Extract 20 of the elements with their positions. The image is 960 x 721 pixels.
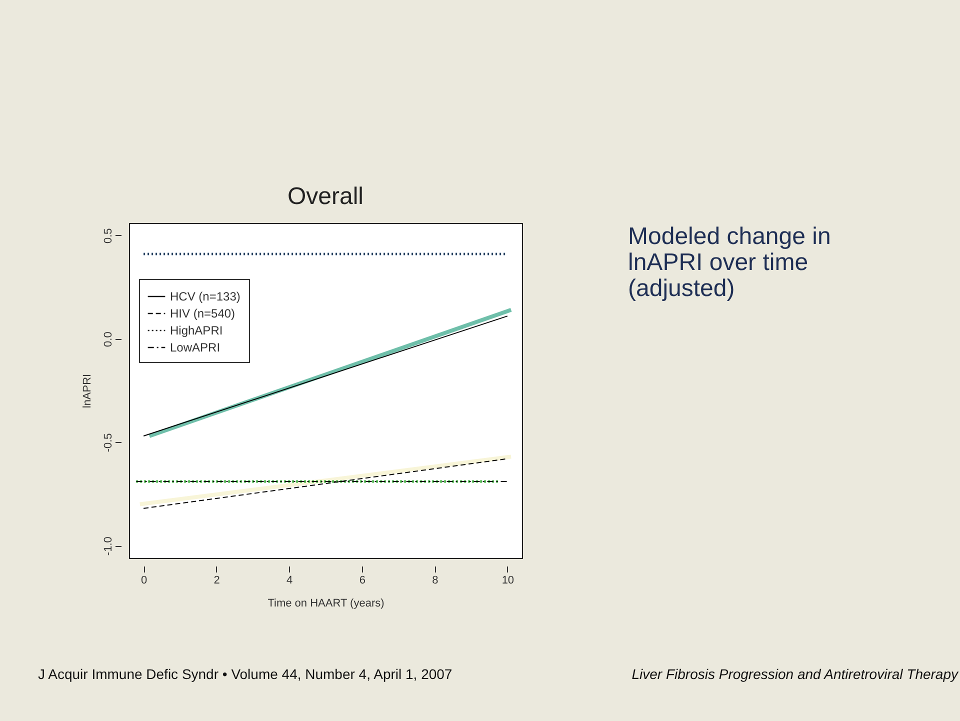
legend-label: HIV (n=540)	[170, 306, 236, 320]
y-tick-label: 0.0	[102, 332, 114, 347]
x-axis-title: Time on HAART (years)	[268, 598, 384, 610]
y-tick-label: -0.5	[102, 433, 114, 452]
x-tick-label: 0	[140, 574, 148, 586]
x-tick-label: 6	[359, 574, 366, 586]
legend-label: HCV (n=133)	[170, 290, 240, 304]
chart-title: Overall	[287, 183, 364, 210]
y-tick-label: 0.5	[102, 228, 114, 244]
x-tick-label: 10	[502, 574, 514, 586]
x-tick-label: 2	[214, 574, 220, 586]
legend-label: LowAPRI	[170, 340, 220, 354]
x-tick-label: 8	[432, 574, 438, 586]
y-tick-label: -1.0	[102, 536, 114, 556]
y-axis-title: lnAPRI	[82, 374, 94, 408]
x-tick-label: 4	[286, 574, 293, 586]
legend-label: HighAPRI	[170, 324, 223, 338]
text: J Acquir Immune Defic Syndr • Volume 44, Number 4, April 1, 2007	[38, 666, 452, 682]
text: Modeled change in lnAPRI over time (adjusted)	[628, 223, 831, 302]
text: Liver Fibrosis Progression and Antiretroviral Therapy	[632, 666, 959, 682]
